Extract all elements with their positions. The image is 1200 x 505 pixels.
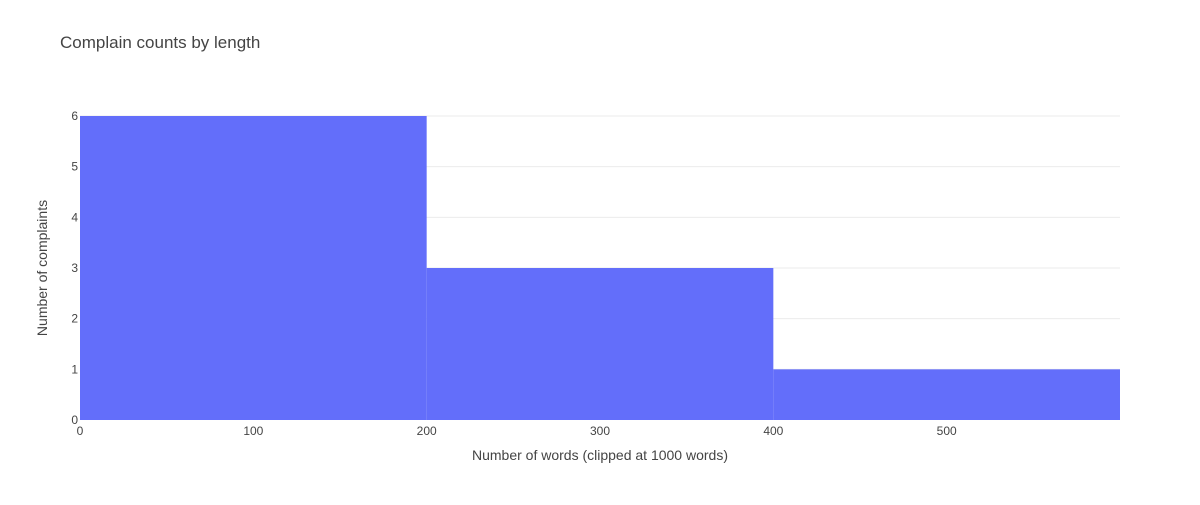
- x-tick-label: 0: [77, 424, 84, 438]
- histogram-bar[interactable]: [426, 268, 774, 420]
- histogram-bar[interactable]: [80, 116, 427, 420]
- y-axis-title: Number of complaints: [34, 200, 50, 336]
- y-tick-label: 6: [71, 109, 78, 123]
- y-tick-label: 5: [71, 160, 78, 174]
- x-tick-label: 100: [243, 424, 263, 438]
- y-tick-label: 2: [71, 312, 78, 326]
- x-tick-label: 300: [590, 424, 610, 438]
- x-axis-title: Number of words (clipped at 1000 words): [472, 447, 728, 463]
- histogram-bar[interactable]: [773, 369, 1120, 420]
- x-tick-label: 200: [417, 424, 437, 438]
- y-tick-label: 0: [71, 413, 78, 427]
- y-tick-label: 4: [71, 210, 78, 224]
- y-tick-label: 1: [71, 362, 78, 376]
- x-tick-label: 500: [937, 424, 957, 438]
- x-tick-label: 400: [763, 424, 783, 438]
- y-tick-label: 3: [71, 261, 78, 275]
- bar-layer: [80, 116, 1120, 420]
- axis-layer: 0 1 2 3 4 5 6 0 100 200 300 400 500: [71, 109, 957, 438]
- chart-title: Complain counts by length: [60, 33, 261, 52]
